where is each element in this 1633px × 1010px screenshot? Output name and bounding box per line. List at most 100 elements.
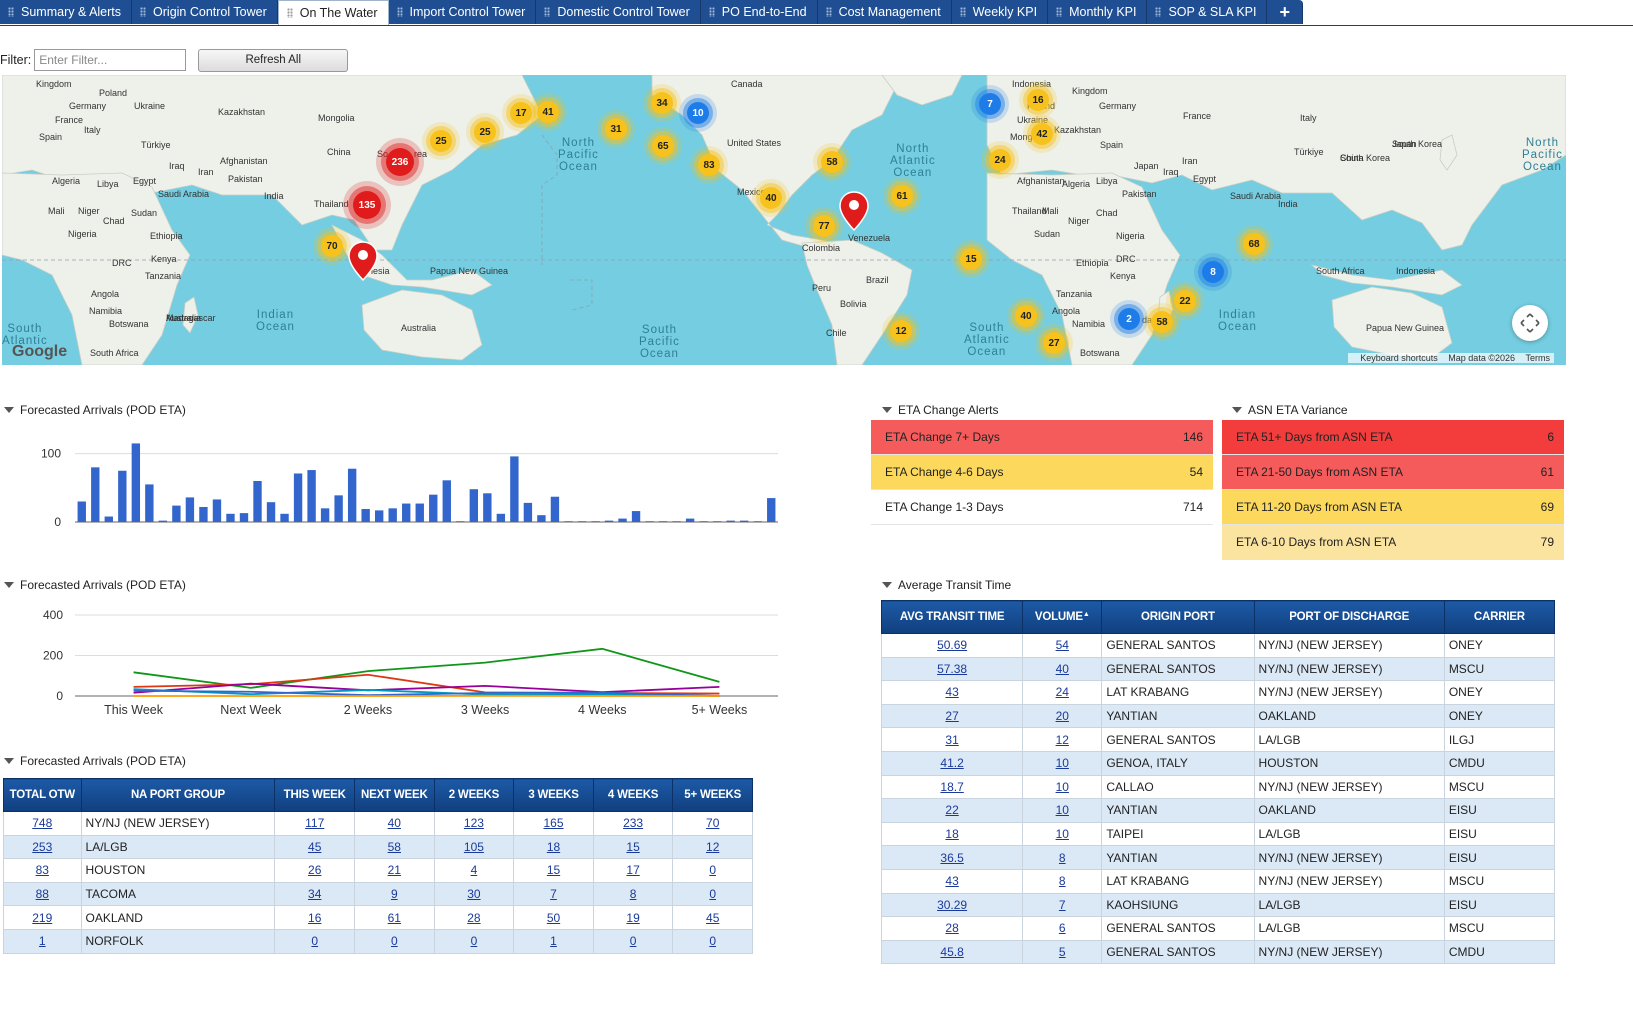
table-cell-link[interactable]: 19 <box>592 905 674 930</box>
bar[interactable] <box>320 508 330 522</box>
bar[interactable] <box>685 518 695 522</box>
yellow-shipment-cluster[interactable]: 22 <box>1174 290 1196 312</box>
yellow-shipment-cluster[interactable]: 42 <box>1031 123 1053 145</box>
bar[interactable] <box>523 502 533 522</box>
line-chart-header[interactable]: Forecasted Arrivals (POD ETA) <box>4 578 186 592</box>
yellow-shipment-cluster[interactable]: 31 <box>605 118 627 140</box>
bar[interactable] <box>77 501 86 523</box>
bar[interactable] <box>550 496 560 522</box>
bar[interactable] <box>740 520 749 522</box>
bar[interactable] <box>510 456 519 522</box>
table-cell-link[interactable]: 27 <box>880 703 1024 729</box>
drag-grip-icon[interactable] <box>825 7 832 17</box>
drag-grip-icon[interactable] <box>396 7 403 17</box>
bar[interactable] <box>226 513 235 522</box>
yellow-shipment-cluster[interactable]: 83 <box>698 154 720 176</box>
red-shipment-cluster[interactable]: 236 <box>386 148 414 176</box>
table-cell-link[interactable]: 43 <box>880 868 1024 894</box>
bar[interactable] <box>631 511 641 522</box>
filter-input[interactable] <box>34 49 187 71</box>
eta-alert-row[interactable]: ETA Change 1-3 Days 714 <box>871 490 1213 525</box>
bar[interactable] <box>388 508 397 522</box>
column-header[interactable]: NA PORT GROUP <box>80 778 276 812</box>
table-cell-link[interactable]: 50 <box>513 905 594 930</box>
bar[interactable] <box>334 495 343 522</box>
yellow-shipment-cluster[interactable]: 17 <box>510 102 532 124</box>
bar[interactable] <box>145 484 154 522</box>
asn-variance-header[interactable]: ASN ETA Variance <box>1232 403 1348 417</box>
bar[interactable] <box>199 506 208 522</box>
table-cell-link[interactable]: 50.69 <box>880 633 1024 658</box>
yellow-shipment-cluster[interactable]: 15 <box>960 248 982 270</box>
yellow-shipment-cluster[interactable]: 65 <box>652 135 674 157</box>
table-cell-link[interactable]: 7 <box>513 881 594 907</box>
bar[interactable] <box>266 502 276 522</box>
table-cell-link[interactable]: 26 <box>274 858 356 883</box>
bar[interactable] <box>158 520 168 522</box>
yellow-shipment-cluster[interactable]: 27 <box>1043 332 1065 354</box>
bar[interactable] <box>307 470 316 522</box>
bar[interactable] <box>537 515 546 522</box>
table-cell-link[interactable]: 43 <box>880 680 1024 705</box>
table-cell-link[interactable]: 40 <box>1022 656 1103 682</box>
tab-cost-management[interactable]: Cost Management <box>817 0 952 24</box>
table-cell-link[interactable]: 61 <box>354 905 435 930</box>
table-cell-link[interactable]: 1 <box>513 928 594 954</box>
yellow-shipment-cluster[interactable]: 16 <box>1027 89 1049 111</box>
bar[interactable] <box>753 521 762 522</box>
drag-grip-icon[interactable] <box>1056 7 1063 17</box>
yellow-shipment-cluster[interactable]: 24 <box>989 149 1011 171</box>
blue-shipment-cluster[interactable]: 2 <box>1118 308 1140 330</box>
table-cell-link[interactable]: 54 <box>1022 633 1103 658</box>
table-cell-link[interactable]: 18 <box>513 834 594 860</box>
table-cell-link[interactable]: 233 <box>592 811 674 836</box>
yellow-shipment-cluster[interactable]: 12 <box>890 320 912 342</box>
bar[interactable] <box>483 493 492 522</box>
table-cell-link[interactable]: 36.5 <box>880 845 1024 870</box>
bar[interactable] <box>658 521 668 522</box>
table-cell-link[interactable]: 10 <box>1022 774 1103 800</box>
tab-origin-control-tower[interactable]: Origin Control Tower <box>132 0 278 24</box>
drag-grip-icon[interactable] <box>8 7 14 17</box>
table-cell-link[interactable]: 70 <box>672 811 753 836</box>
table-cell-link[interactable]: 1 <box>3 928 82 954</box>
yellow-shipment-cluster[interactable]: 58 <box>1151 311 1173 333</box>
eta-alert-row[interactable]: ETA Change 4-6 Days 54 <box>871 455 1213 490</box>
table-cell-link[interactable]: 0 <box>672 881 753 907</box>
table-cell-link[interactable]: 30 <box>433 881 515 907</box>
table-cell-link[interactable]: 105 <box>433 834 515 860</box>
table-cell-link[interactable]: 4 <box>433 858 515 883</box>
bar[interactable] <box>280 513 289 522</box>
table-cell-link[interactable]: 57.38 <box>880 656 1024 682</box>
drag-grip-icon[interactable] <box>708 7 715 17</box>
table-cell-link[interactable]: 165 <box>513 811 594 836</box>
table-cell-link[interactable]: 41.2 <box>880 750 1024 776</box>
bar[interactable] <box>442 480 451 522</box>
table-cell-link[interactable]: 12 <box>672 834 753 860</box>
series-line[interactable] <box>133 689 720 697</box>
table-cell-link[interactable]: 40 <box>354 811 435 836</box>
table-cell-link[interactable]: 45.8 <box>880 939 1024 965</box>
bar[interactable] <box>402 503 411 522</box>
column-header[interactable]: ORIGIN PORT <box>1101 600 1255 634</box>
tab-summary-alerts[interactable]: Summary & Alerts <box>0 0 133 24</box>
bar[interactable] <box>293 473 303 522</box>
table-cell-link[interactable]: 748 <box>3 811 82 836</box>
table-cell-link[interactable]: 45 <box>672 905 753 930</box>
drag-grip-icon[interactable] <box>1155 7 1162 17</box>
asn-variance-row[interactable]: ETA 6-10 Days from ASN ETA 79 <box>1222 525 1564 560</box>
bar[interactable] <box>185 497 195 522</box>
bar[interactable] <box>239 513 249 522</box>
table-cell-link[interactable]: 8 <box>1022 868 1103 894</box>
table-cell-link[interactable]: 12 <box>1022 727 1103 752</box>
column-header[interactable]: PORT OF DISCHARGE <box>1253 600 1445 634</box>
bar[interactable] <box>618 518 627 522</box>
table-cell-link[interactable]: 17 <box>592 858 674 883</box>
column-header[interactable]: 4 WEEKS <box>592 778 674 812</box>
bar-chart-header[interactable]: Forecasted Arrivals (POD ETA) <box>4 403 186 417</box>
table-cell-link[interactable]: 10 <box>1022 821 1103 847</box>
bar[interactable] <box>429 494 438 522</box>
table-cell-link[interactable]: 219 <box>3 905 82 930</box>
table-cell-link[interactable]: 58 <box>354 834 435 860</box>
keyboard-shortcuts-link[interactable]: Keyboard shortcuts <box>1360 353 1438 363</box>
